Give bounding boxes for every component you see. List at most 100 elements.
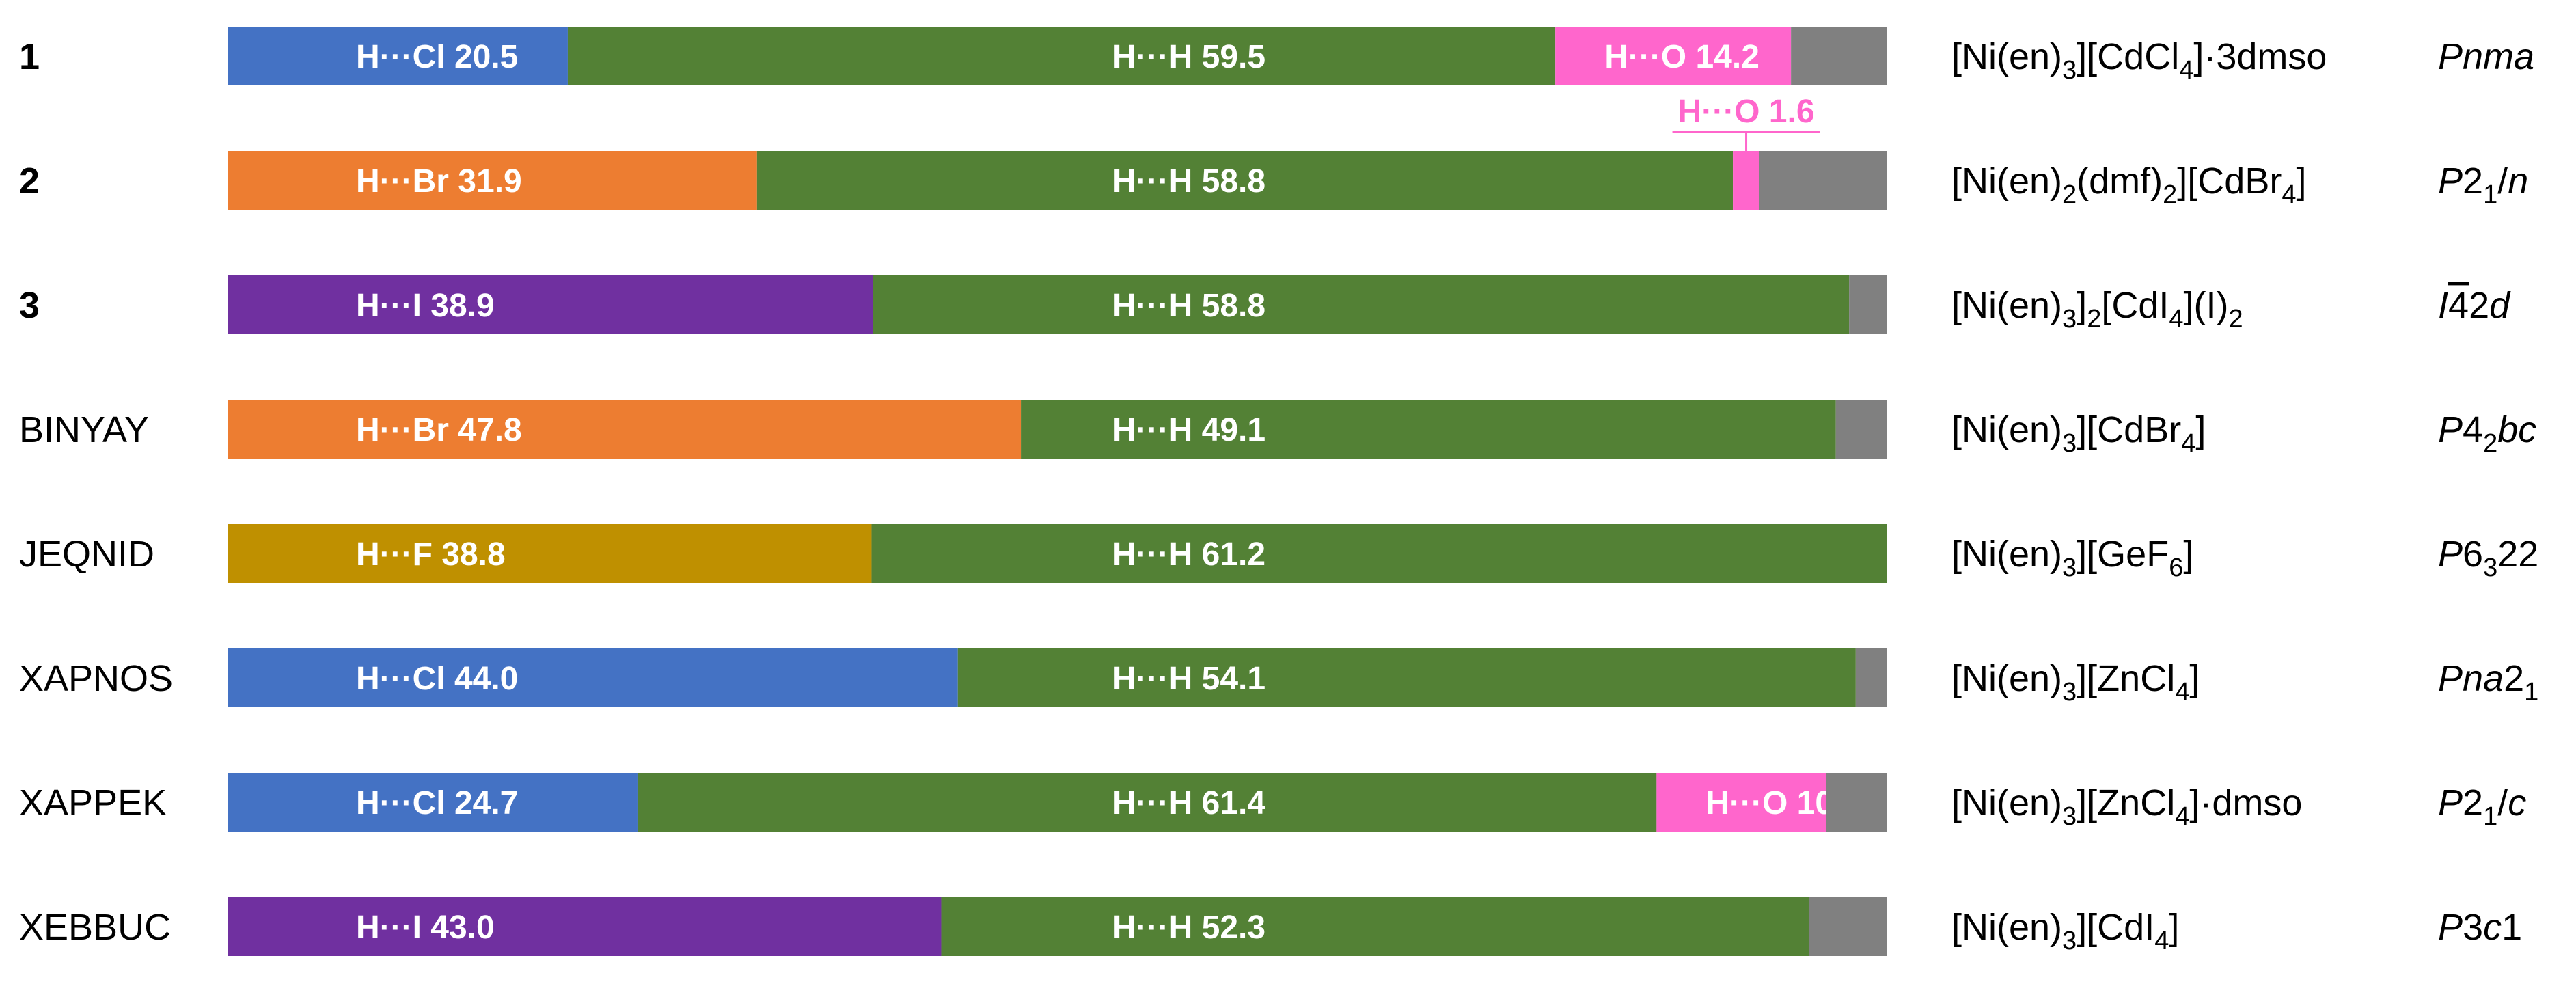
formula-label: [Ni(en)3][CdI4]: [1951, 907, 2179, 955]
formula-label: [Ni(en)3][CdCl4]·3dmso: [1951, 36, 2327, 85]
space-group-label-part: 2: [2469, 285, 2489, 326]
formula-label-part: ][ZnCl: [2077, 782, 2175, 823]
space-group-label-part: 4: [2448, 285, 2469, 326]
space-group-label-part: /: [2497, 782, 2508, 823]
formula-label-part: ](I): [2184, 285, 2229, 326]
space-group-label-part: P: [2438, 907, 2463, 948]
row-label: 3: [19, 285, 40, 326]
space-group-label-part: 6: [2463, 534, 2483, 575]
space-group-label: Pna21: [2438, 658, 2538, 707]
space-group-label: P42bc: [2438, 409, 2536, 458]
bar-segment: [228, 275, 873, 334]
chart-row: 2 H···Br 31.9 H···H 58.8H···O 1.6[Ni(en)2(…: [19, 94, 2528, 210]
space-group-label-part: 2: [2463, 161, 2483, 202]
row-label: BINYAY: [19, 409, 149, 450]
space-group-label-part: P: [2438, 409, 2463, 450]
space-group-label-part: 2: [2504, 658, 2524, 699]
segment-label: H···H 49.1: [1112, 412, 1265, 448]
segment-label: H···I 43.0: [356, 910, 495, 946]
formula-label-part: 4: [2175, 802, 2189, 831]
row-label: 1: [19, 36, 40, 77]
formula-label-part: 4: [2282, 180, 2296, 209]
segment-label: H···Cl 44.0: [356, 661, 518, 697]
bar-segment: [228, 897, 942, 956]
bar-segment: [1791, 27, 1887, 85]
space-group-label-part: 2: [2483, 429, 2497, 458]
formula-label-part: (dmf): [2077, 161, 2163, 202]
row-label: JEQNID: [19, 534, 154, 575]
chart-row: XEBBUC H···I 43.0 H···H 52.3 [Ni(en)3][CdI4…: [19, 897, 2522, 956]
formula-label-part: ][CdI: [2077, 907, 2154, 948]
bar-segment: [756, 151, 1734, 210]
formula-label-part: [Ni(en): [1951, 285, 2062, 326]
formula-label: [Ni(en)2(dmf)2][CdBr4]: [1951, 161, 2307, 209]
chart-row: XAPPEK H···Cl 24.7 H···H 61.4 H···O 10.2 [Ni…: [19, 773, 2526, 832]
space-group-label: P3c1: [2438, 907, 2522, 948]
formula-label-part: 3: [2062, 56, 2077, 85]
formula-label-part: ]: [2195, 409, 2206, 450]
formula-label-part: [Ni(en): [1951, 161, 2062, 202]
space-group-label-part: d: [2489, 285, 2511, 326]
formula-label-part: 6: [2169, 554, 2183, 582]
chart-row: 3 H···I 38.9 H···H 58.8 [Ni(en)3]2[CdI4](I)…: [19, 275, 2511, 334]
segment-label: H···I 38.9: [356, 288, 495, 324]
formula-label-part: [Ni(en): [1951, 534, 2062, 575]
space-group-label-part: c: [2508, 782, 2526, 823]
space-group-label-part: c: [2483, 907, 2502, 948]
segment-label: H···H 58.8: [1112, 288, 1265, 324]
segment-label: H···O 14.2: [1604, 39, 1759, 75]
segment-label: H···H 58.8: [1112, 163, 1265, 200]
space-group-label-part: Pnma: [2438, 36, 2534, 77]
segment-label: H···Br 47.8: [356, 412, 522, 448]
bar-segment: [228, 400, 1022, 459]
formula-label-part: [Ni(en): [1951, 782, 2062, 823]
formula-label-part: 3: [2062, 678, 2077, 707]
space-group-label-part: 1: [2502, 907, 2522, 948]
space-group-label: P6322: [2438, 534, 2538, 582]
row-label: XAPNOS: [19, 658, 173, 699]
formula-label-part: ][GeF: [2077, 534, 2169, 575]
formula-label: [Ni(en)3]2[CdI4](I)2: [1951, 285, 2243, 333]
bar-segment: [228, 27, 568, 85]
space-group-label-part: P: [2438, 534, 2463, 575]
bar-segment: [228, 151, 757, 210]
formula-label-part: 4: [2175, 678, 2189, 707]
chart-rows: 1 H···Cl 20.5 H···H 59.5 H···O 14.2 [Ni(en)3…: [19, 27, 2538, 956]
row-label: XEBBUC: [19, 907, 171, 948]
bar-segment: [1835, 400, 1887, 459]
formula-label-part: 3: [2062, 305, 2077, 333]
segment-label: H···H 59.5: [1112, 39, 1265, 75]
bar-segment: [873, 275, 1850, 334]
chart-row: XAPNOS H···Cl 44.0 H···H 54.1 [Ni(en)3][ZnC…: [19, 648, 2538, 707]
bar-segment: [1555, 27, 1792, 85]
bar-segment: [228, 524, 872, 583]
space-group-label: Pnma: [2438, 36, 2534, 77]
formula-label-part: ][ZnCl: [2077, 658, 2175, 699]
row-label: XAPPEK: [19, 782, 167, 823]
segment-label: H···H 54.1: [1112, 661, 1265, 697]
space-group-label-part: 3: [2483, 554, 2497, 582]
bar-segment: [228, 773, 638, 832]
formula-label-part: ]·dmso: [2189, 782, 2302, 823]
formula-label-part: ][CdBr: [2177, 161, 2282, 202]
bar-segment: [1759, 151, 1887, 210]
formula-label-part: [Ni(en): [1951, 36, 2062, 77]
segment-label: H···F 38.8: [356, 536, 506, 573]
segment-label: H···H 52.3: [1112, 910, 1265, 946]
formula-label-part: 2: [2087, 305, 2101, 333]
formula-label: [Ni(en)3][CdBr4]: [1951, 409, 2206, 458]
segment-label: H···Br 31.9: [356, 163, 522, 200]
formula-label-part: [Ni(en): [1951, 658, 2062, 699]
bar-segment: [941, 897, 1809, 956]
bar-segment: [1849, 275, 1887, 334]
formula-label-part: 4: [2154, 927, 2169, 955]
chart-row: BINYAY H···Br 47.8 H···H 49.1 [Ni(en)3][CdB…: [19, 400, 2536, 459]
space-group-label-part: P: [2438, 782, 2463, 823]
space-group-label-part: 1: [2483, 802, 2497, 831]
formula-label-part: [CdI: [2101, 285, 2169, 326]
space-group-label-part: n: [2508, 161, 2528, 202]
bar-segment: [1855, 648, 1887, 707]
formula-label-part: 3: [2062, 927, 2077, 955]
bar-segment: [228, 648, 958, 707]
